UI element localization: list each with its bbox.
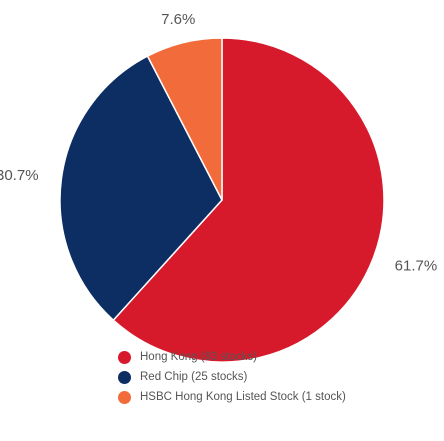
slice-label-hsbc-listed: 7.6% [161, 11, 195, 28]
legend-swatch-red-chip [118, 370, 131, 384]
legend: Hong Kong (83 stocks) Red Chip (25 stock… [118, 348, 346, 408]
slice-label-red-chip: 30.7% [0, 167, 39, 184]
legend-label-red-chip: Red Chip (25 stocks) [140, 371, 248, 383]
pie-slices [59, 37, 385, 363]
legend-label-hsbc-listed: HSBC Hong Kong Listed Stock (1 stock) [140, 391, 346, 403]
legend-label-hong-kong: Hong Kong (83 stocks) [140, 351, 257, 363]
pie-slice-hsbc-listed [146, 37, 223, 201]
slice-label-hong-kong: 61.7% [395, 257, 438, 274]
pie-slice-hong-kong [112, 37, 385, 363]
legend-item-hsbc-listed: HSBC Hong Kong Listed Stock (1 stock) [118, 388, 346, 406]
legend-swatch-hsbc-listed [118, 390, 131, 404]
legend-item-red-chip: Red Chip (25 stocks) [118, 368, 346, 386]
pie-labels: 61.7% 30.7% 7.6% [0, 11, 437, 274]
legend-swatch-hong-kong [118, 350, 131, 364]
legend-item-hong-kong: Hong Kong (83 stocks) [118, 348, 346, 366]
